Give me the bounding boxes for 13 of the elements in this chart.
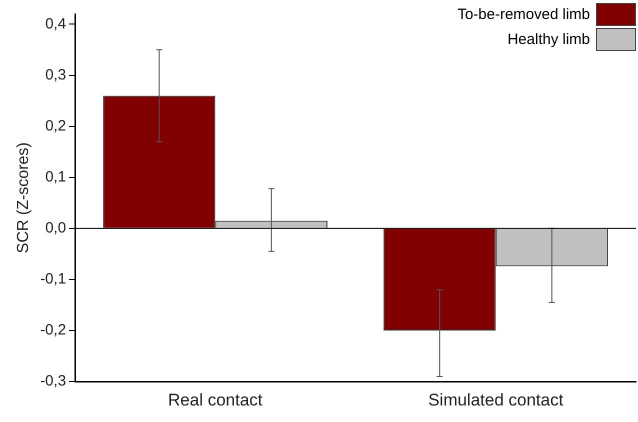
- y-tick-label: 0,0: [45, 220, 66, 237]
- y-tick-label: 0,1: [45, 168, 66, 186]
- x-tick-label: Simulated contact: [428, 390, 564, 410]
- y-axis-title: SCR (Z-scores): [15, 142, 32, 254]
- y-tick-label: 0,2: [45, 117, 66, 134]
- y-tick-label: -0,2: [40, 322, 66, 339]
- x-tick-label: Real contact: [168, 390, 263, 410]
- y-tick-label: -0,3: [40, 372, 66, 390]
- legend-label: To-be-removed limb: [457, 6, 590, 23]
- y-tick-label: 0,3: [45, 66, 66, 84]
- y-tick-label: 0,4: [45, 15, 66, 32]
- legend-label: Healthy limb: [507, 31, 590, 48]
- y-tick-label: -0,1: [40, 270, 66, 288]
